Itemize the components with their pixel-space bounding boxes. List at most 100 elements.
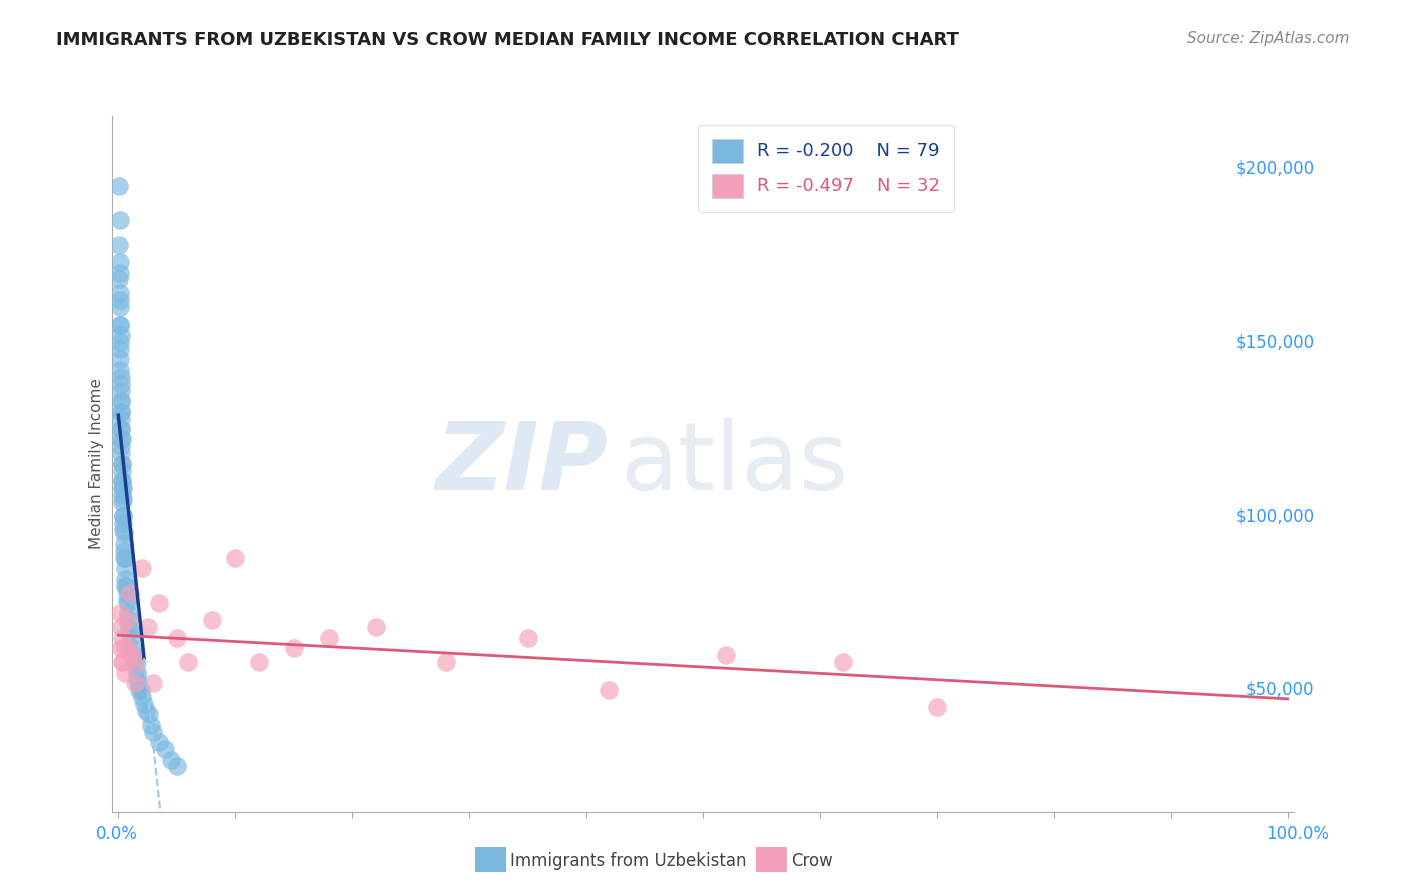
Point	[111, 457, 134, 471]
Point	[148, 735, 170, 749]
Point	[110, 620, 132, 634]
Point	[111, 655, 134, 669]
Point	[122, 648, 145, 662]
Text: 0.0%: 0.0%	[96, 825, 138, 843]
Text: $150,000: $150,000	[1236, 333, 1315, 351]
Point	[110, 376, 132, 391]
Point	[283, 641, 305, 656]
Point	[125, 662, 148, 676]
Point	[110, 394, 132, 409]
Point	[108, 255, 131, 269]
Point	[142, 724, 165, 739]
Point	[111, 481, 134, 495]
Point	[516, 631, 538, 645]
Point	[129, 683, 152, 698]
Point	[115, 614, 138, 628]
Point	[118, 624, 141, 638]
Point	[166, 631, 188, 645]
Point	[131, 561, 153, 575]
Text: Crow: Crow	[792, 852, 834, 870]
Point	[434, 655, 457, 669]
Point	[108, 286, 131, 301]
Point	[108, 237, 131, 252]
Point	[832, 655, 855, 669]
Point	[111, 475, 134, 489]
Point	[108, 293, 131, 308]
Point	[111, 631, 134, 645]
Text: 100.0%: 100.0%	[1265, 825, 1329, 843]
Point	[110, 369, 132, 384]
Point	[112, 523, 135, 537]
Text: $100,000: $100,000	[1236, 507, 1315, 525]
Point	[177, 655, 200, 669]
Text: IMMIGRANTS FROM UZBEKISTAN VS CROW MEDIAN FAMILY INCOME CORRELATION CHART: IMMIGRANTS FROM UZBEKISTAN VS CROW MEDIA…	[56, 31, 959, 49]
Point	[124, 655, 146, 669]
Point	[110, 641, 132, 656]
Point	[247, 655, 270, 669]
Point	[135, 704, 157, 718]
Point	[138, 707, 160, 722]
Point	[108, 300, 131, 315]
Point	[136, 620, 159, 634]
Point	[111, 491, 134, 506]
Point	[925, 700, 948, 714]
Point	[125, 655, 148, 669]
Point	[108, 334, 131, 349]
Point	[110, 384, 132, 398]
Point	[160, 753, 183, 767]
Point	[110, 394, 132, 409]
Point	[108, 607, 131, 621]
Y-axis label: Median Family Income: Median Family Income	[89, 378, 104, 549]
Point	[112, 526, 135, 541]
Point	[111, 481, 134, 495]
Point	[117, 641, 139, 656]
Point	[142, 676, 165, 690]
Point	[108, 213, 131, 227]
Point	[114, 578, 136, 592]
Text: $200,000: $200,000	[1236, 159, 1315, 178]
Point	[110, 422, 132, 436]
Point	[110, 433, 132, 447]
Point	[114, 550, 136, 565]
Point	[114, 572, 136, 586]
Point	[153, 742, 176, 756]
Point	[108, 266, 131, 280]
Point	[118, 614, 141, 628]
Point	[110, 363, 132, 377]
Point	[115, 592, 138, 607]
Point	[131, 690, 153, 704]
Point	[166, 759, 188, 773]
Legend: R = -0.200    N = 79, R = -0.497    N = 32: R = -0.200 N = 79, R = -0.497 N = 32	[699, 125, 955, 212]
Point	[224, 550, 246, 565]
Point	[112, 537, 135, 551]
Point	[110, 328, 132, 343]
Point	[110, 440, 132, 453]
Point	[110, 352, 132, 367]
Point	[118, 585, 141, 599]
Point	[111, 495, 134, 509]
Text: atlas: atlas	[620, 417, 849, 510]
Point	[716, 648, 738, 662]
Point	[110, 318, 132, 332]
Point	[364, 620, 387, 634]
Point	[115, 578, 138, 592]
Point	[108, 178, 131, 193]
Point	[110, 457, 132, 471]
Point	[114, 665, 136, 680]
Point	[132, 697, 155, 711]
Point	[112, 543, 135, 558]
Point	[598, 683, 620, 698]
Point	[111, 475, 134, 489]
Point	[112, 550, 135, 565]
Point	[110, 422, 132, 436]
Text: $50,000: $50,000	[1246, 681, 1315, 699]
Point	[110, 411, 132, 425]
Point	[111, 464, 134, 478]
Point	[114, 561, 136, 575]
Point	[111, 508, 134, 523]
Point	[318, 631, 340, 645]
Text: Source: ZipAtlas.com: Source: ZipAtlas.com	[1187, 31, 1350, 46]
Point	[112, 516, 135, 530]
Point	[201, 614, 224, 628]
Point	[111, 488, 134, 502]
